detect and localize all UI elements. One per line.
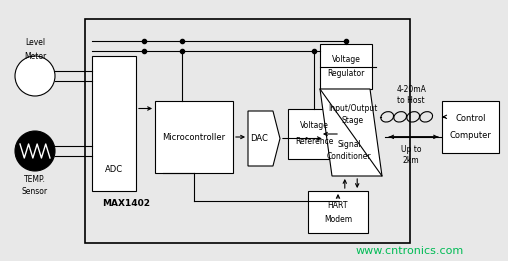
Text: Input/Output: Input/Output xyxy=(328,104,377,113)
Bar xyxy=(155,101,233,173)
Text: MAX1402: MAX1402 xyxy=(102,199,150,207)
Text: Computer: Computer xyxy=(450,130,491,139)
Text: www.cntronics.com: www.cntronics.com xyxy=(356,246,464,256)
Text: Up to
2km: Up to 2km xyxy=(401,145,421,164)
Text: 4-20mA
to Host: 4-20mA to Host xyxy=(396,85,426,105)
Bar xyxy=(288,109,340,159)
Text: HART: HART xyxy=(328,200,348,210)
Text: Signal: Signal xyxy=(337,140,361,149)
Text: Stage: Stage xyxy=(342,116,364,125)
Text: Sensor: Sensor xyxy=(22,187,48,195)
Polygon shape xyxy=(248,111,280,166)
Text: Reference: Reference xyxy=(295,138,333,146)
Bar xyxy=(442,101,499,153)
Text: Voltage: Voltage xyxy=(300,122,329,130)
Circle shape xyxy=(15,131,55,171)
Text: Modem: Modem xyxy=(324,215,352,223)
Bar xyxy=(308,191,368,233)
Text: Level: Level xyxy=(25,39,45,48)
Bar xyxy=(92,56,136,191)
Text: DAC: DAC xyxy=(250,134,268,143)
Text: Conditioner: Conditioner xyxy=(327,152,371,161)
Bar xyxy=(320,44,372,89)
Text: Voltage: Voltage xyxy=(332,55,361,64)
Text: Regulator: Regulator xyxy=(327,69,365,78)
Polygon shape xyxy=(320,89,382,176)
Text: Meter: Meter xyxy=(24,51,46,61)
Circle shape xyxy=(15,56,55,96)
Text: TEMP.: TEMP. xyxy=(24,175,46,183)
Text: Control: Control xyxy=(455,115,486,123)
Bar xyxy=(85,19,410,243)
Text: Microcontroller: Microcontroller xyxy=(163,133,226,141)
Text: ADC: ADC xyxy=(105,164,123,174)
